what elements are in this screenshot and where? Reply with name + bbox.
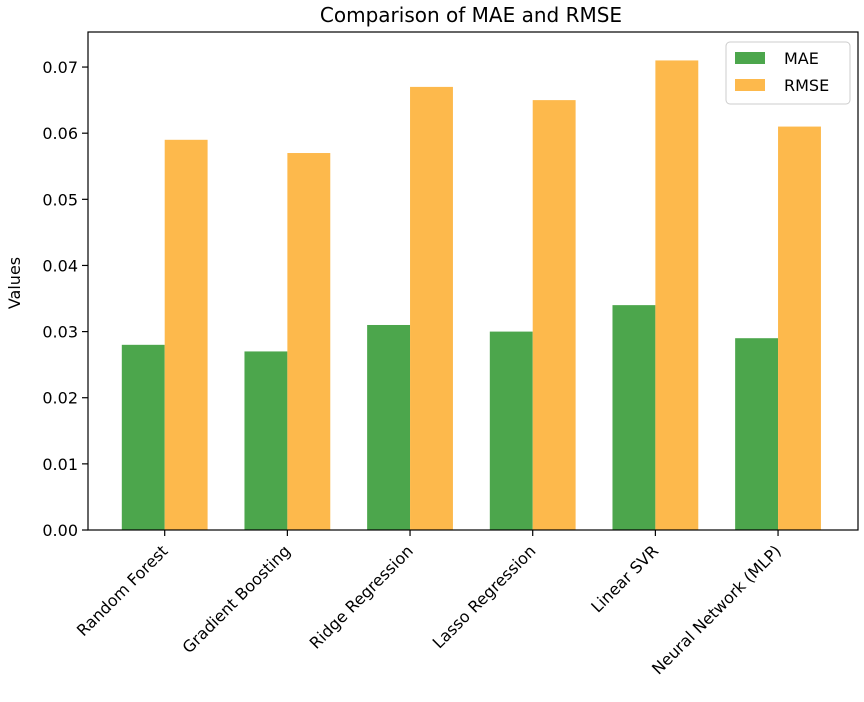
bar-rmse-1 — [164, 139, 208, 531]
x-tick-label: Random Forest — [73, 541, 172, 640]
x-tick-label: Ridge Regression — [306, 541, 417, 652]
y-tick-label: 0.01 — [42, 455, 78, 474]
bar-mae-3 — [367, 324, 411, 530]
plot-frame — [87, 31, 859, 531]
y-tick-label: 0.03 — [42, 323, 78, 342]
y-tick-label: 0.07 — [42, 58, 78, 77]
y-tick-label: 0.06 — [42, 124, 78, 143]
bars-group — [121, 60, 821, 531]
y-tick-label: 0.00 — [42, 521, 78, 540]
bar-rmse-6 — [778, 126, 821, 531]
bar-rmse-2 — [287, 153, 331, 530]
x-tick-label: Neural Network (MLP) — [648, 541, 785, 678]
chart-title: Comparison of MAE and RMSE — [320, 3, 622, 27]
legend-label-mae: MAE — [784, 49, 819, 68]
bar-mae-6 — [735, 338, 779, 530]
legend-swatch-rmse — [735, 79, 765, 91]
bar-rmse-3 — [410, 86, 453, 531]
bar-mae-1 — [121, 344, 165, 530]
y-tick-label: 0.02 — [42, 389, 78, 408]
legend-label-rmse: RMSE — [784, 76, 829, 95]
y-tick-label: 0.04 — [42, 256, 78, 275]
x-tick-label: Lasso Regression — [429, 541, 540, 652]
bar-rmse-5 — [655, 60, 699, 531]
bar-mae-5 — [612, 305, 656, 530]
bar-mae-4 — [489, 331, 533, 530]
x-tick-label: Linear SVR — [587, 541, 662, 616]
x-tick-label: Gradient Boosting — [178, 541, 294, 657]
bar-mae-2 — [244, 351, 288, 530]
legend: MAE RMSE — [725, 41, 851, 105]
bar-rmse-4 — [532, 100, 576, 531]
y-axis-label: Values — [5, 257, 24, 309]
y-tick-label: 0.05 — [42, 190, 78, 209]
legend-swatch-mae — [735, 52, 765, 64]
